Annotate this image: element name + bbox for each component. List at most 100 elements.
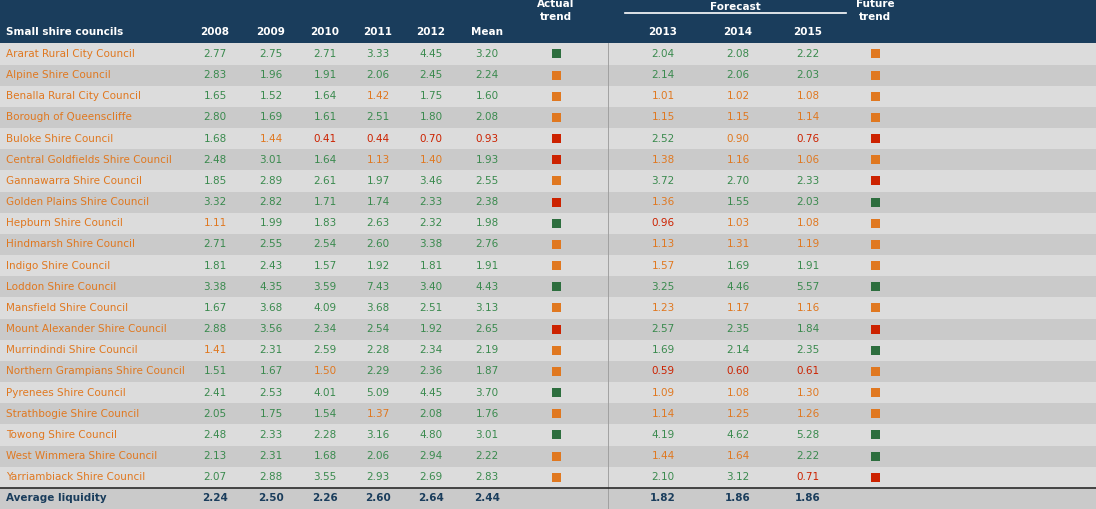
Bar <box>0 488 1096 509</box>
Text: 2.75: 2.75 <box>260 49 283 59</box>
Text: 2.22: 2.22 <box>476 451 499 461</box>
Text: Strathbogie Shire Council: Strathbogie Shire Council <box>5 409 139 419</box>
Text: 2.33: 2.33 <box>420 197 443 207</box>
Text: 1.93: 1.93 <box>476 155 499 165</box>
Bar <box>551 303 560 313</box>
Bar <box>0 0 1096 21</box>
Text: Forecast: Forecast <box>710 2 761 12</box>
Text: 2013: 2013 <box>649 27 677 37</box>
Bar <box>870 473 879 482</box>
Text: Mount Alexander Shire Council: Mount Alexander Shire Council <box>5 324 167 334</box>
Text: 1.31: 1.31 <box>727 239 750 249</box>
Text: 3.16: 3.16 <box>366 430 389 440</box>
Text: Ararat Rural City Council: Ararat Rural City Council <box>5 49 135 59</box>
Text: 2.57: 2.57 <box>651 324 675 334</box>
Text: 1.25: 1.25 <box>727 409 750 419</box>
Text: 2.65: 2.65 <box>476 324 499 334</box>
Text: Mean: Mean <box>471 27 503 37</box>
Text: 1.55: 1.55 <box>727 197 750 207</box>
Text: 1.69: 1.69 <box>260 112 283 123</box>
Text: 1.40: 1.40 <box>420 155 443 165</box>
Text: 2011: 2011 <box>364 27 392 37</box>
Text: 4.43: 4.43 <box>476 282 499 292</box>
Text: 0.76: 0.76 <box>797 133 820 144</box>
Text: 4.45: 4.45 <box>420 387 443 398</box>
Text: 1.51: 1.51 <box>204 366 227 377</box>
Bar <box>0 340 1096 361</box>
Bar <box>0 234 1096 255</box>
Text: 0.61: 0.61 <box>797 366 820 377</box>
Text: Mansfield Shire Council: Mansfield Shire Council <box>5 303 128 313</box>
Text: Northern Grampians Shire Council: Northern Grampians Shire Council <box>5 366 185 377</box>
Text: 1.26: 1.26 <box>797 409 820 419</box>
Text: 1.71: 1.71 <box>313 197 336 207</box>
Text: 2.54: 2.54 <box>313 239 336 249</box>
Bar <box>0 319 1096 340</box>
Bar <box>551 473 560 482</box>
Text: 1.81: 1.81 <box>420 261 443 271</box>
Bar <box>551 346 560 355</box>
Text: Yarriambiack Shire Council: Yarriambiack Shire Council <box>5 472 146 482</box>
Bar <box>0 149 1096 171</box>
Text: 1.30: 1.30 <box>797 387 820 398</box>
Text: 3.68: 3.68 <box>366 303 389 313</box>
Text: 2.69: 2.69 <box>420 472 443 482</box>
Text: 3.01: 3.01 <box>476 430 499 440</box>
Text: Future
trend: Future trend <box>856 0 894 22</box>
Text: 1.02: 1.02 <box>727 91 750 101</box>
Text: 2015: 2015 <box>794 27 822 37</box>
Text: 1.37: 1.37 <box>366 409 389 419</box>
Text: 2.63: 2.63 <box>366 218 389 228</box>
Text: 2.51: 2.51 <box>366 112 389 123</box>
Text: 4.46: 4.46 <box>727 282 750 292</box>
Text: 1.64: 1.64 <box>727 451 750 461</box>
Text: 1.86: 1.86 <box>726 493 751 503</box>
Text: 3.12: 3.12 <box>727 472 750 482</box>
Text: 2.03: 2.03 <box>797 70 820 80</box>
Text: 1.68: 1.68 <box>204 133 227 144</box>
Bar <box>551 282 560 291</box>
Text: 2008: 2008 <box>201 27 229 37</box>
Text: 0.71: 0.71 <box>797 472 820 482</box>
Text: 1.91: 1.91 <box>797 261 820 271</box>
Text: Benalla Rural City Council: Benalla Rural City Council <box>5 91 141 101</box>
Text: 4.62: 4.62 <box>727 430 750 440</box>
Bar <box>870 282 879 291</box>
Text: 4.19: 4.19 <box>651 430 675 440</box>
Bar <box>870 197 879 207</box>
Text: 1.13: 1.13 <box>366 155 389 165</box>
Bar <box>0 43 1096 65</box>
Text: 1.82: 1.82 <box>650 493 676 503</box>
Bar <box>551 219 560 228</box>
Text: 1.81: 1.81 <box>204 261 227 271</box>
Text: 3.55: 3.55 <box>313 472 336 482</box>
Text: 3.13: 3.13 <box>476 303 499 313</box>
Bar <box>551 92 560 101</box>
Text: 2.88: 2.88 <box>260 472 283 482</box>
Text: 2.82: 2.82 <box>260 197 283 207</box>
Text: 0.96: 0.96 <box>651 218 674 228</box>
Text: 2.60: 2.60 <box>366 239 389 249</box>
Text: Pyrenees Shire Council: Pyrenees Shire Council <box>5 387 126 398</box>
Text: 1.64: 1.64 <box>313 155 336 165</box>
Text: 2.51: 2.51 <box>420 303 443 313</box>
Text: 2.08: 2.08 <box>727 49 750 59</box>
Bar <box>0 361 1096 382</box>
Text: Indigo Shire Council: Indigo Shire Council <box>5 261 111 271</box>
Text: 1.60: 1.60 <box>476 91 499 101</box>
Text: 2.32: 2.32 <box>420 218 443 228</box>
Text: 4.35: 4.35 <box>260 282 283 292</box>
Bar <box>551 71 560 79</box>
Text: 2.36: 2.36 <box>420 366 443 377</box>
Text: Central Goldfields Shire Council: Central Goldfields Shire Council <box>5 155 172 165</box>
Bar <box>870 177 879 185</box>
Bar <box>870 49 879 59</box>
Text: 2.94: 2.94 <box>420 451 443 461</box>
Bar <box>551 367 560 376</box>
Text: 2.50: 2.50 <box>259 493 284 503</box>
Text: 7.43: 7.43 <box>366 282 389 292</box>
Text: 3.56: 3.56 <box>260 324 283 334</box>
Text: 5.09: 5.09 <box>366 387 389 398</box>
Text: Murrindindi Shire Council: Murrindindi Shire Council <box>5 345 138 355</box>
Text: 1.15: 1.15 <box>727 112 750 123</box>
